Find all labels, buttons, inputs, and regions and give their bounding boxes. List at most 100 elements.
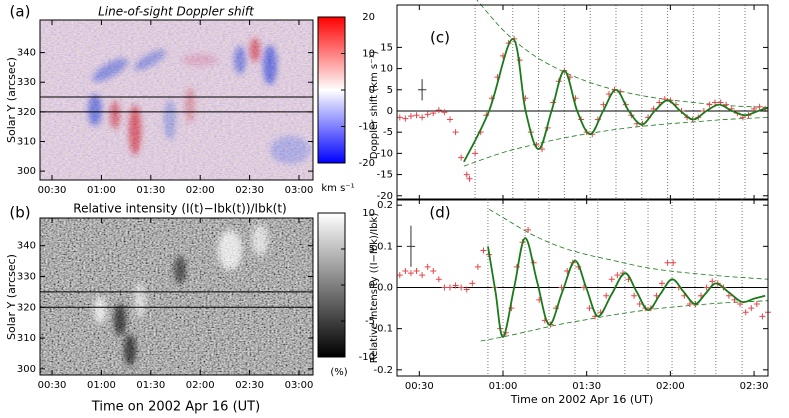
plot-frame [396,4,769,201]
data-point [402,115,409,122]
data-point [756,103,763,110]
data-point [435,107,442,114]
data-point [430,110,437,117]
data-point [458,154,465,161]
error-bar [417,79,427,101]
colorbar-label: km s⁻¹ [321,183,354,194]
envelope [488,208,769,280]
plot-frame [396,198,769,377]
data-point [466,175,473,182]
y-tick-label: 310 [17,333,36,344]
x-tick-label: 00:30 [38,185,67,196]
y-tick-label: 330 [17,271,36,282]
data-point [413,268,420,275]
data-point [472,150,479,157]
y-tick-label: 320 [17,302,36,313]
panel-label: (c) [430,29,450,47]
data-point [586,305,593,312]
x-tick-label: 02:00 [656,381,685,392]
fit-curve [487,237,766,338]
data-point [441,284,448,291]
colorbar [317,212,346,358]
data-point [447,284,453,291]
x-tick-label: 02:30 [235,185,264,196]
colorbar-tick-label: 10 [362,49,375,60]
data-point [447,116,453,123]
doppler-map [40,20,313,180]
colorbar-tick-label: 0 [369,280,375,291]
intensity-map [40,218,313,375]
data-point [608,276,615,283]
data-point [603,292,610,299]
data-point [463,171,470,178]
data-point [396,114,403,121]
data-point [424,111,431,118]
colorbar-tick-label: 10 [362,208,375,219]
data-point [686,300,693,307]
x-tick-label: 03:00 [285,185,314,196]
map-texture [40,218,313,375]
x-tick-label: 01:30 [572,381,601,392]
data-point [703,284,710,291]
y-axis-label: Solar Y (arcsec) [5,254,18,340]
data-point [419,114,426,121]
y-axis-label: Solar Y (arcsec) [5,57,18,143]
data-point [709,278,716,285]
panel-label: (b) [9,204,30,222]
y-tick-label: -20 [377,191,393,202]
y-tick-label: 330 [17,77,36,88]
x-tick-label: 01:00 [87,185,116,196]
y-tick-label: -10 [377,148,393,159]
data-point [614,272,621,279]
y-tick-label: 0.2 [377,200,393,211]
data-point [659,280,665,287]
data-point [407,113,414,120]
x-tick-label: 02:00 [186,185,215,196]
colorbar-tick-label: -5 [365,316,375,327]
map-features [94,224,268,366]
data-point [407,270,414,277]
data-point [463,286,470,293]
data-point [525,226,532,233]
data-point [452,282,459,289]
y-tick-label: -5 [383,127,393,138]
x-tick-label: 02:30 [235,380,264,391]
fit-curve [463,38,769,163]
data-point [430,268,437,275]
x-tick-label: 01:30 [136,380,165,391]
panel-label: (a) [10,3,31,21]
data-point [753,300,760,307]
data-point [725,292,732,299]
data-point [424,263,431,270]
colorbar-label: (%) [330,367,347,378]
colorbar-tick-label: -20 [359,158,375,169]
error-bar [406,225,416,267]
x-tick-label: 00:30 [405,381,434,392]
y-axis-label: Doppler shift (km s⁻¹) [369,51,380,160]
data-point [469,280,476,287]
y-tick-label: 300 [17,364,36,375]
data-point [636,300,643,307]
y-tick-label: 340 [17,48,36,59]
data-point [742,309,749,316]
x-axis-label: Time on 2002 Apr 16 (UT) [510,393,653,406]
data-point [631,292,638,299]
y-tick-label: 10 [380,64,393,75]
data-point [748,305,755,312]
data-point [759,313,766,320]
panel-title: Line-of-sight Doppler shift [98,5,255,19]
y-tick-label: 15 [380,42,393,53]
panel-title: Relative intensity (I(t)−Ibk(t))/Ibk(t) [73,202,286,216]
y-tick-label: 300 [17,166,36,177]
y-axis-label: Relative intensity ((I−Ibk)/Ibk) [369,213,380,364]
colorbar-tick-label: 0 [369,85,375,96]
colorbar [317,16,346,164]
data-point [706,101,713,108]
data-point [664,259,671,266]
data-point [402,268,409,275]
colorbar-tick-label: -10 [359,352,375,363]
colorbar-tick-label: 5 [369,244,375,255]
data-point [435,276,442,283]
plot-frame [39,19,314,181]
x-axis-label: Time on 2002 Apr 16 (UT) [91,400,260,415]
